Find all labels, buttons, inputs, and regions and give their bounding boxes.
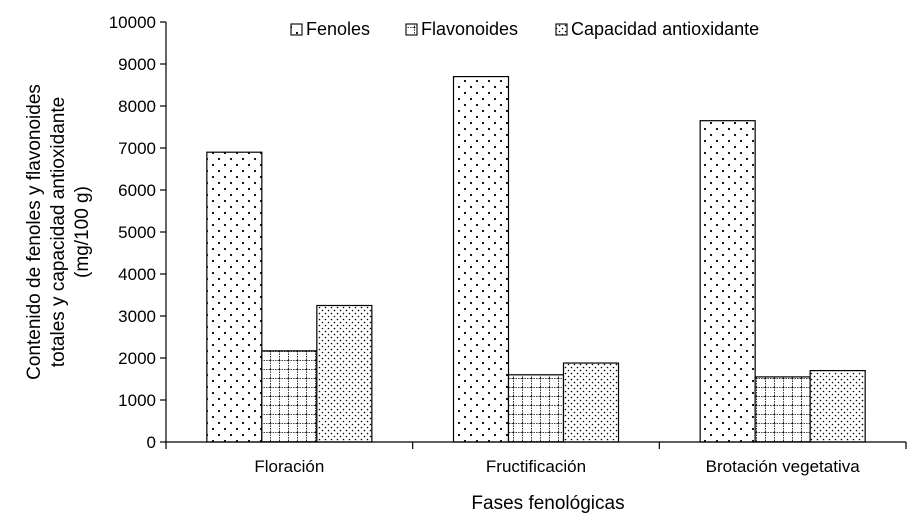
- bar: [261, 350, 318, 443]
- y-tick-label: 10000: [109, 13, 156, 32]
- y-axis-title-line: (mg/100 g): [72, 186, 93, 278]
- y-tick-label: 2000: [118, 349, 156, 368]
- bar: [562, 362, 620, 443]
- x-category-label: Brotación vegetativa: [706, 457, 861, 476]
- bar: [699, 120, 756, 443]
- bar: [754, 376, 811, 443]
- y-tick-label: 4000: [118, 265, 156, 284]
- bar: [206, 151, 263, 443]
- y-tick-label: 6000: [118, 181, 156, 200]
- legend-label: Fenoles: [306, 19, 370, 39]
- legend-swatch: [555, 23, 568, 36]
- legend-label: Flavonoides: [421, 19, 518, 39]
- x-category-label: Fructificación: [486, 457, 586, 476]
- legend-label: Capacidad antioxidante: [571, 19, 759, 39]
- y-tick-label: 0: [147, 433, 156, 452]
- bar: [507, 374, 565, 443]
- y-tick-label: 7000: [118, 139, 156, 158]
- legend: Fenoles Flavonoides Capacidad antioxidante: [290, 19, 759, 39]
- bar: [809, 370, 866, 443]
- y-tick-label: 1000: [118, 391, 156, 410]
- y-tick-label: 9000: [118, 55, 156, 74]
- y-axis: 0 1000 2000 3000 4000 5000 6000 7000 8000 9000 100…: [109, 13, 167, 452]
- x-category-label: Floración: [254, 457, 324, 476]
- y-tick-label: 5000: [118, 223, 156, 242]
- bars: [206, 75, 866, 443]
- y-axis-title-line: totales y capacidad antioxidante: [48, 97, 69, 367]
- legend-swatch: [405, 23, 418, 36]
- bar: [452, 75, 510, 443]
- x-axis-title: Fases fenológicas: [471, 493, 624, 514]
- x-axis: Floración Fructificación Brotación vegetat…: [165, 441, 907, 476]
- y-axis-title: Contenido de fenoles y flavonoides totale…: [24, 84, 93, 380]
- bar: [316, 304, 373, 443]
- y-tick-label: 3000: [118, 307, 156, 326]
- y-axis-title-line: Contenido de fenoles y flavonoides: [24, 84, 45, 380]
- y-tick-label: 8000: [118, 97, 156, 116]
- legend-swatch: [290, 23, 303, 36]
